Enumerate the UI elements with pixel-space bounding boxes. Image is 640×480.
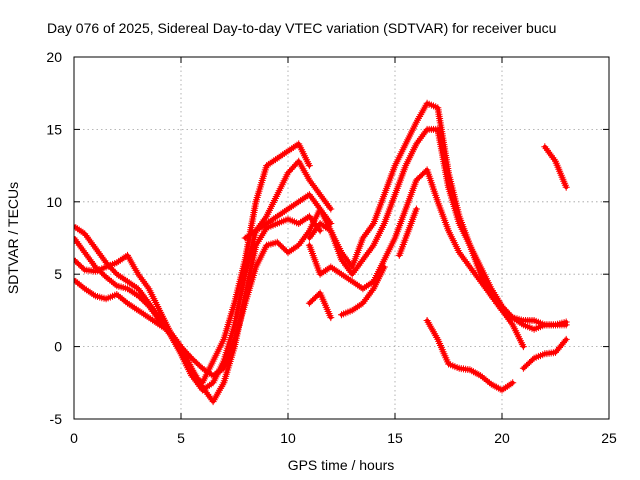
series-markers [241,125,570,329]
series-track-g [305,166,527,351]
series-markers [305,99,570,333]
series-track-j [395,205,420,259]
x-tick-label: 25 [601,430,617,446]
series-markers [395,205,420,259]
series-markers [338,263,388,319]
axis-ticks: 0 5 10 15 20 25 -5 0 5 10 15 20 [46,49,617,446]
series-line [243,127,569,327]
y-tick-label: -5 [50,411,63,427]
series-track-m [541,143,570,191]
series-track-e [241,125,570,329]
series-markers [305,166,527,351]
x-tick-label: 5 [177,430,185,446]
series-track-f [305,99,570,333]
grid [74,57,609,419]
series-line [74,159,333,392]
series-track-l [519,335,570,372]
series-track-c [74,205,335,380]
chart-title: Day 076 of 2025, Sidereal Day-to-day VTE… [47,20,556,36]
series-track-k [423,317,517,394]
y-tick-label: 15 [46,121,62,137]
series-track-d [74,140,313,387]
x-tick-label: 0 [70,430,78,446]
series-markers [519,335,570,372]
y-tick-label: 20 [46,49,62,65]
y-axis-label: SDTVAR / TECUs [5,182,21,294]
series-line [74,207,333,378]
plot-frame [73,56,610,420]
series-markers [74,140,313,387]
series-track-h [305,289,335,322]
x-tick-label: 10 [280,430,296,446]
series-line [425,318,515,392]
series-markers [74,205,335,380]
series-track-i [338,263,388,319]
series-markers [305,289,335,322]
series-layer [74,99,570,406]
y-tick-label: 10 [46,194,62,210]
x-tick-label: 20 [494,430,510,446]
y-tick-label: 5 [54,266,62,282]
series-markers [74,157,335,394]
x-axis-label: GPS time / hours [288,457,395,473]
series-track-b [74,157,335,394]
y-tick-label: 0 [54,339,62,355]
x-tick-label: 15 [387,430,403,446]
series-markers [423,317,517,394]
series-markers [541,143,570,191]
